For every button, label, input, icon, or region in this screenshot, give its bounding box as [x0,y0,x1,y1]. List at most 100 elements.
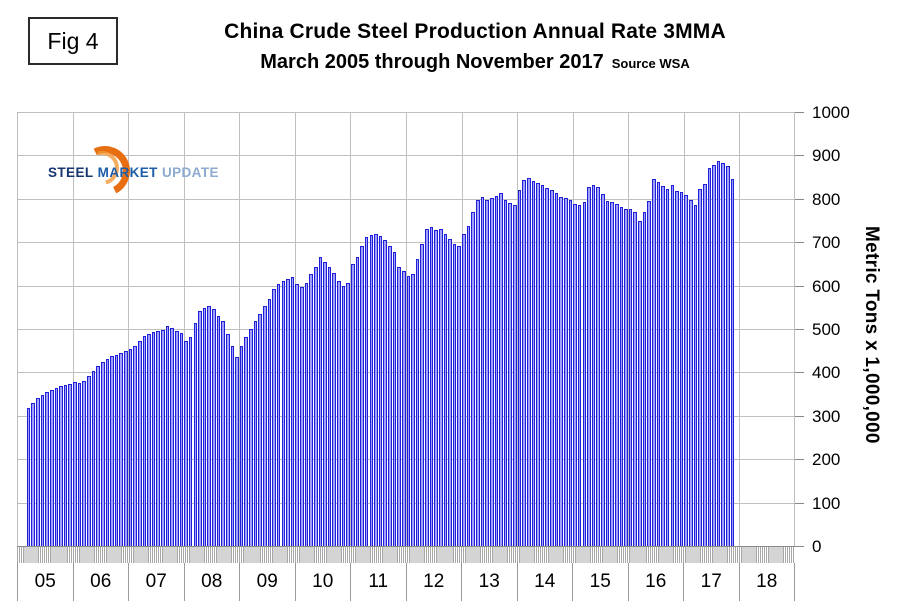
bar-2006-08 [105,358,110,546]
bar-2006-04 [87,375,91,546]
bar-2013-03 [471,211,475,546]
bar-2013-08 [494,196,499,546]
bar-2012-02 [411,273,415,546]
bar-2005-09 [54,388,59,546]
bar-2013-11 [508,203,513,546]
bar-2009-04 [253,320,258,546]
bar-2017-11 [730,178,735,546]
bar-2010-05 [313,267,318,546]
bar-2008-10 [225,334,230,546]
bar-2016-09 [665,188,670,546]
bar-2017-02 [689,199,693,546]
bar-2016-06 [651,178,656,546]
logo-word-market: MARKET [97,165,158,180]
v-gridline [572,112,574,546]
bar-2011-01 [350,263,355,546]
v-gridline [406,112,407,546]
logo-text: STEEL MARKET UPDATE [48,165,219,180]
source-label: Source WSA [611,56,690,71]
bar-2007-02 [133,345,137,546]
bar-2015-05 [591,185,596,546]
bar-2007-07 [156,330,161,546]
bar-2006-01 [73,381,77,546]
bar-2011-06 [374,233,378,546]
bar-2009-09 [276,284,281,546]
bar-2011-12 [401,270,406,546]
year-label-07: 07 [129,563,185,601]
bar-2008-04 [198,310,202,546]
logo-word-update: UPDATE [161,165,219,180]
bar-2007-08 [161,329,165,546]
v-gridline [739,112,741,546]
bar-2006-06 [96,365,100,546]
y-tick [795,546,804,547]
bar-2008-11 [230,345,235,546]
v-gridline [183,112,185,546]
bar-2014-10 [559,196,563,546]
v-gridline [794,112,795,546]
bar-2016-07 [656,181,661,546]
y-tick-label-1000: 1000 [812,103,850,122]
bar-2015-12 [624,208,628,546]
bar-2013-12 [513,204,517,546]
bar-2012-07 [434,230,438,546]
bar-2015-10 [614,203,619,546]
bar-2007-03 [137,341,142,546]
bar-2009-10 [281,280,286,546]
bar-2017-03 [693,204,698,546]
bar-2015-07 [601,193,605,546]
chart-subtitle: March 2005 through November 2017 Source W… [40,51,910,74]
bar-2006-05 [91,370,96,546]
bar-2013-04 [476,199,480,546]
bar-2014-12 [568,200,573,546]
bar-2014-04 [531,181,536,546]
y-tick [795,198,804,200]
bar-2006-07 [100,361,105,546]
x-axis-year-labels: 05 06 07 08 09 10 11 12 13 14 15 16 17 18 [17,563,795,601]
bar-2016-08 [661,186,665,546]
v-gridline [628,112,630,546]
bar-2005-08 [49,389,54,546]
bar-2016-01 [628,208,633,546]
bar-2005-11 [63,385,68,546]
bar-2005-07 [45,392,49,546]
h-gridline-0 [17,546,795,547]
bar-2010-02 [300,287,304,546]
bar-2007-04 [142,336,147,546]
bar-2007-12 [179,332,184,546]
year-label-11: 11 [351,563,407,601]
year-label-08: 08 [185,563,240,601]
year-label-16: 16 [629,563,684,601]
bar-2015-11 [619,207,624,546]
x-axis-minor-ticks [17,547,795,563]
y-tick [795,285,804,287]
bar-2014-07 [545,187,550,546]
bar-2006-03 [82,380,86,546]
bar-2008-08 [216,315,221,546]
bar-2014-02 [522,180,526,546]
bar-2010-12 [346,282,350,546]
chart-header: China Crude Steel Production Annual Rate… [40,20,910,74]
y-tick-label-0: 0 [812,537,822,556]
bar-2009-07 [267,299,272,546]
bar-2012-01 [406,275,411,546]
bar-2015-01 [573,203,577,546]
bar-2005-03 [26,408,31,546]
year-label-09: 09 [240,563,296,601]
bar-2008-03 [193,322,198,546]
bar-2011-08 [383,240,387,546]
bar-2016-10 [670,185,675,546]
bar-2012-04 [420,243,425,546]
figure-label-box: Fig 4 [28,17,118,65]
subtitle-text: March 2005 through November 2017 [260,51,604,73]
bar-2017-04 [698,189,702,546]
y-tick [795,459,804,461]
bar-2010-07 [323,262,327,546]
bar-2012-08 [438,228,443,546]
bar-2009-05 [258,314,262,546]
bar-2017-10 [726,165,730,546]
bar-2010-01 [295,284,299,546]
figure-label: Fig 4 [47,27,99,54]
bar-2009-08 [272,289,276,546]
bar-2007-09 [165,325,170,546]
